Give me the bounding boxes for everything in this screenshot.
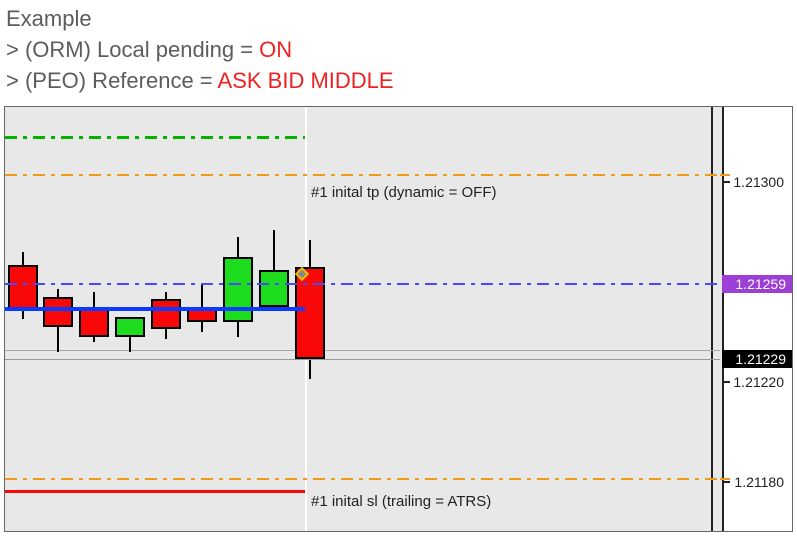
axis-tick-label: 1.21300 (727, 173, 790, 191)
chart-plot-area[interactable]: #1 inital tp (dynamic = OFF) #1 inital sl… (5, 107, 720, 531)
chart-right-edge (711, 107, 713, 531)
price-axis: 1.21300 1.21220 1.21180 1.21259 1.21229 (722, 107, 792, 531)
peo-value: ASK BID MIDDLE (218, 68, 394, 93)
last-price-tag: 1.21229 (722, 350, 792, 368)
entry-line (5, 307, 305, 311)
tp-label: #1 inital tp (dynamic = OFF) (311, 184, 496, 201)
example-header: Example > (ORM) Local pending = ON > (PE… (0, 0, 797, 100)
sl-label: #1 inital sl (trailing = ATRS) (311, 493, 491, 510)
price-chart[interactable]: #1 inital tp (dynamic = OFF) #1 inital sl… (4, 106, 793, 532)
axis-tick-label: 1.21220 (727, 373, 790, 391)
config-line-1: > (ORM) Local pending = ON (6, 35, 791, 66)
orm-value: ON (259, 37, 292, 62)
reference-price-tag: 1.21259 (722, 275, 792, 293)
title: Example (6, 4, 791, 35)
axis-tick-label: 1.21180 (728, 473, 790, 491)
sl-level-line (5, 478, 720, 480)
sl-pending-line (5, 490, 305, 493)
separator-line (5, 350, 720, 351)
tp-level-line (5, 174, 720, 176)
reference-price-line (5, 283, 720, 285)
tp-pending-line (5, 136, 305, 139)
last-price-line (5, 359, 720, 360)
config-line-2: > (PEO) Reference = ASK BID MIDDLE (6, 66, 791, 97)
